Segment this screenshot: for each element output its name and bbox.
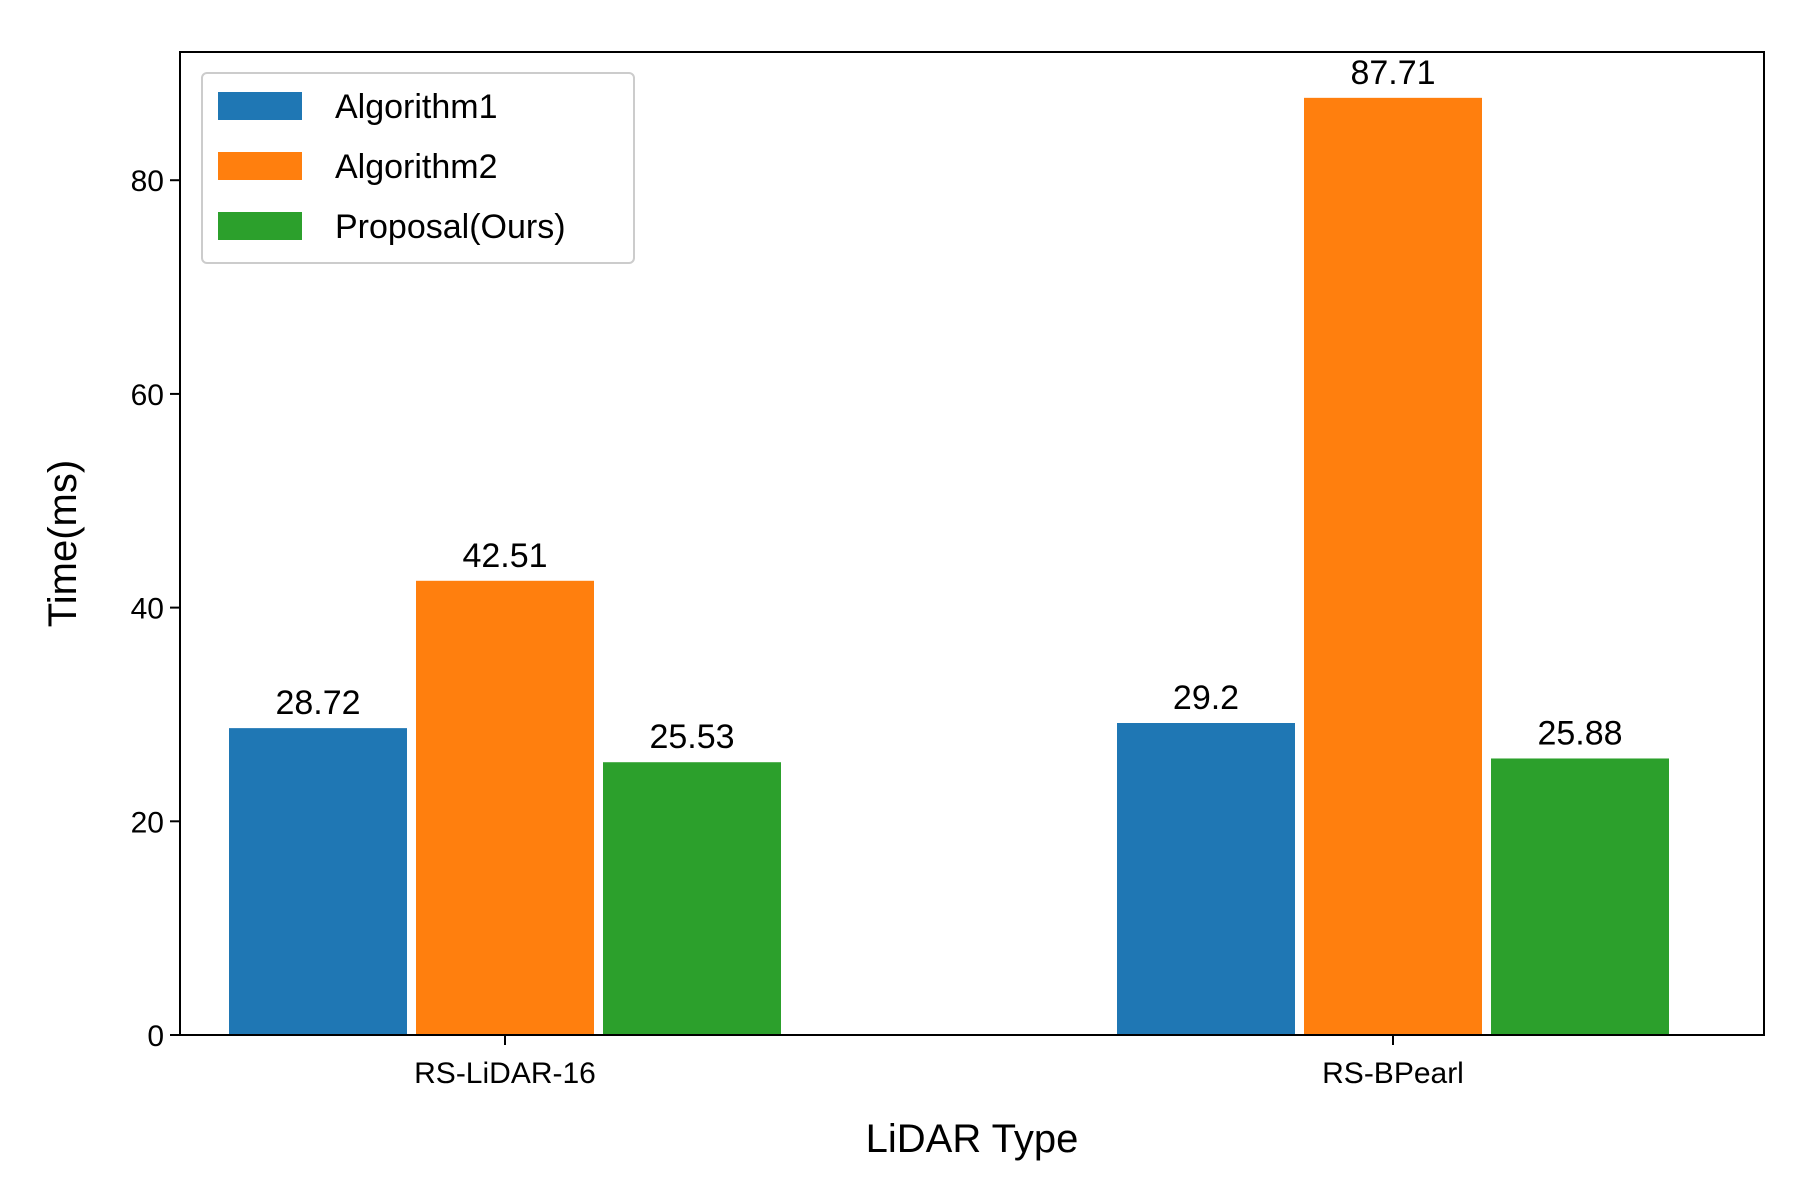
legend-box bbox=[201, 72, 635, 264]
y-axis-title: Time(ms) bbox=[41, 460, 85, 627]
legend-label-1: Algorithm2 bbox=[335, 148, 498, 186]
bars-layer bbox=[229, 97, 1669, 1036]
legend-swatch-2 bbox=[218, 212, 302, 240]
x-tick-label-0: RS-LiDAR-16 bbox=[414, 1057, 596, 1090]
y-tick-label-0: 0 bbox=[147, 1020, 164, 1053]
bar-2-1 bbox=[1491, 758, 1669, 1035]
y-tick-label-60: 60 bbox=[131, 379, 164, 412]
plot-frame bbox=[179, 51, 1765, 1036]
legend: Algorithm1 Algorithm2 Proposal(Ours) bbox=[201, 72, 635, 264]
y-tick-label-80: 80 bbox=[131, 165, 164, 198]
data-label-0-1: 29.2 bbox=[1173, 679, 1239, 717]
legend-swatch-1 bbox=[218, 152, 302, 180]
bar-0-1 bbox=[1117, 723, 1295, 1035]
bar-0-0 bbox=[229, 728, 407, 1035]
x-axis-title: LiDAR Type bbox=[866, 1117, 1079, 1161]
legend-label-0: Algorithm1 bbox=[335, 88, 498, 126]
bar-1-1 bbox=[1304, 97, 1482, 1036]
data-label-0-0: 28.72 bbox=[275, 684, 360, 722]
legend-swatch-0 bbox=[218, 92, 302, 120]
y-tick-label-40: 40 bbox=[131, 593, 164, 626]
data-label-2-0: 25.53 bbox=[649, 718, 734, 756]
data-label-1-0: 42.51 bbox=[462, 537, 547, 575]
legend-label-2: Proposal(Ours) bbox=[335, 208, 566, 246]
data-label-1-1: 87.71 bbox=[1350, 54, 1435, 92]
data-label-2-1: 25.88 bbox=[1537, 714, 1622, 752]
x-tick-label-1: RS-BPearl bbox=[1322, 1057, 1464, 1090]
y-tick-label-20: 20 bbox=[131, 806, 164, 839]
bar-1-0 bbox=[416, 580, 594, 1035]
axes-layer: 0 20 40 60 80 RS-LiDAR-16 RS-BPearl bbox=[131, 51, 1765, 1090]
bar-2-0 bbox=[603, 762, 781, 1035]
data-labels-layer: 28.72 29.2 42.51 87.71 25.53 25.88 bbox=[275, 54, 1622, 756]
